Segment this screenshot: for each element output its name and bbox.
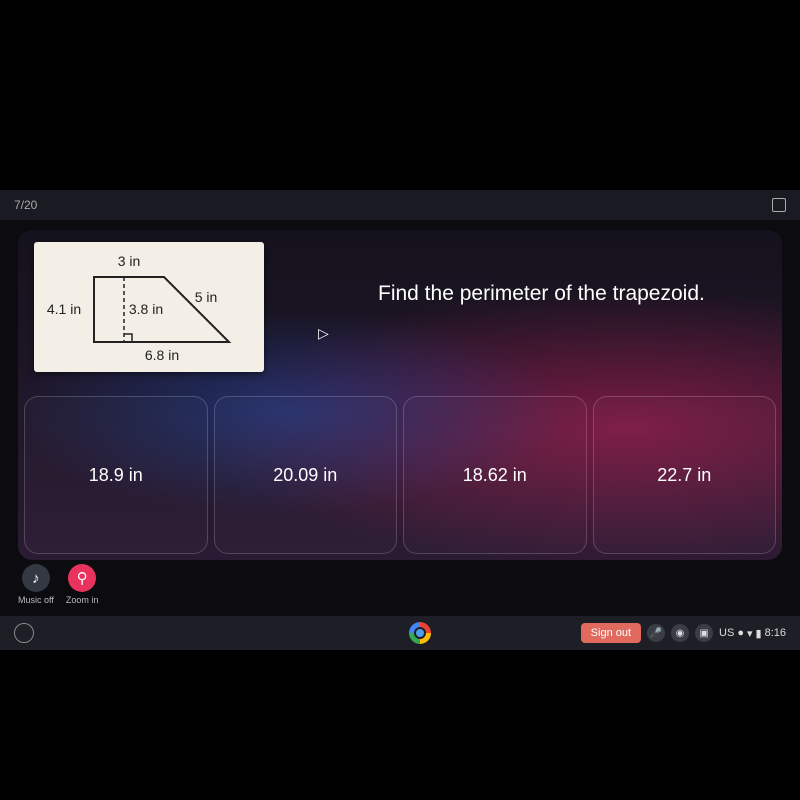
diagram-top-label: 3 in — [118, 253, 141, 269]
answer-option-2[interactable]: 20.09 in — [214, 396, 398, 554]
question-text: Find the perimeter of the trapezoid. — [378, 282, 705, 306]
quiz-topbar: 7/20 — [0, 190, 800, 220]
magnifier-icon: ⚲ — [68, 564, 96, 592]
chrome-icon[interactable] — [409, 622, 431, 644]
zoom-in-label: Zoom in — [66, 595, 99, 605]
fullscreen-icon[interactable] — [772, 198, 786, 212]
locale-indicator: US — [719, 627, 734, 639]
question-area: 3 in 4.1 in 3.8 in 5 in 6.8 in ▷ Find th… — [18, 230, 782, 380]
diagram-height-label: 3.8 in — [129, 301, 163, 317]
answer-option-1[interactable]: 18.9 in — [24, 396, 208, 554]
camera-icon[interactable]: ◉ — [671, 624, 689, 642]
cast-icon[interactable]: ▣ — [695, 624, 713, 642]
zoom-in-button[interactable]: ⚲ Zoom in — [66, 564, 99, 605]
mouse-cursor-icon: ▷ — [318, 325, 329, 342]
quiz-bottom-controls: ♪ Music off ⚲ Zoom in — [18, 564, 98, 608]
trapezoid-diagram: 3 in 4.1 in 3.8 in 5 in 6.8 in — [34, 242, 264, 372]
music-toggle-button[interactable]: ♪ Music off — [18, 564, 54, 605]
sign-out-button[interactable]: Sign out — [581, 623, 641, 643]
diagram-bottom-label: 6.8 in — [145, 347, 179, 363]
launcher-icon[interactable] — [14, 623, 34, 643]
answer-option-3[interactable]: 18.62 in — [403, 396, 587, 554]
quiz-content: 3 in 4.1 in 3.8 in 5 in 6.8 in ▷ Find th… — [18, 230, 782, 560]
system-tray: Sign out 🎤 ◉ ▣ US ● ▾ ▮ 8:16 — [581, 623, 786, 643]
clock: 8:16 — [765, 627, 786, 639]
wifi-icon: ▾ — [747, 627, 753, 640]
progress-counter: 7/20 — [14, 198, 37, 212]
music-toggle-label: Music off — [18, 595, 54, 605]
music-off-icon: ♪ — [22, 564, 50, 592]
answer-option-4[interactable]: 22.7 in — [593, 396, 777, 554]
quiz-app-window: 7/20 3 in 4.1 in 3.8 in 5 in 6.8 in — [0, 190, 800, 650]
status-area[interactable]: US ● ▾ ▮ 8:16 — [719, 627, 786, 640]
notification-icon: ● — [737, 627, 744, 639]
diagram-left-label: 4.1 in — [47, 301, 81, 317]
battery-icon: ▮ — [756, 627, 762, 640]
answers-row: 18.9 in 20.09 in 18.62 in 22.7 in — [18, 390, 782, 560]
diagram-right-label: 5 in — [195, 289, 218, 305]
chromeos-shelf: Sign out 🎤 ◉ ▣ US ● ▾ ▮ 8:16 — [0, 616, 800, 650]
mic-icon[interactable]: 🎤 — [647, 624, 665, 642]
